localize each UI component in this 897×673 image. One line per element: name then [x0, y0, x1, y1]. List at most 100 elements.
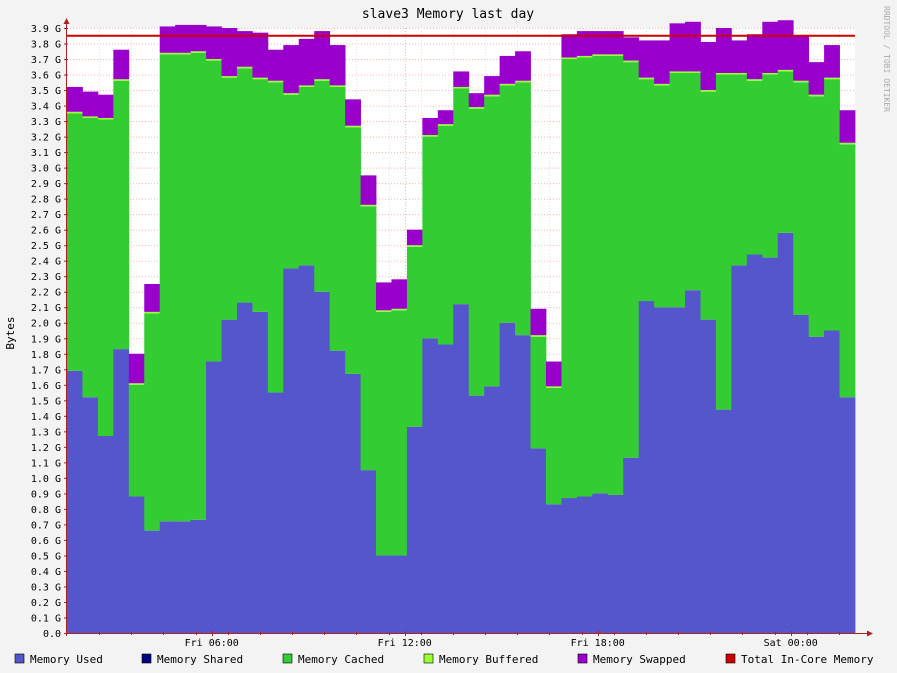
bar-swapped	[715, 28, 732, 73]
bar-cached	[376, 311, 392, 556]
bar-cached	[422, 136, 439, 339]
bar-cached	[731, 74, 748, 266]
watermark: RRDTOOL / TOBI OETIKER	[882, 6, 891, 112]
bar-swapped	[561, 34, 578, 58]
bar-cached	[715, 74, 732, 410]
y-tick-label: 1.7 G	[31, 365, 61, 376]
bar-buffered	[252, 77, 269, 80]
bar-used	[128, 496, 145, 633]
bar-cached	[484, 96, 501, 387]
bar-swapped	[437, 110, 454, 125]
bar-buffered	[206, 59, 222, 61]
bar-buffered	[329, 85, 346, 87]
bar-swapped	[685, 21, 701, 72]
bar-cached	[793, 82, 810, 315]
legend: Memory Used Memory Shared Memory Cached Mem…	[14, 653, 874, 666]
bar-used	[623, 457, 640, 633]
y-tick-label: 2.8 G	[31, 195, 61, 206]
bar-cached	[777, 71, 794, 233]
bar-used	[345, 373, 361, 633]
bar-buffered	[267, 80, 284, 83]
bar-cached	[515, 82, 531, 336]
bar-swapped	[283, 45, 300, 94]
bar-cached	[267, 82, 284, 393]
bar-buffered	[221, 76, 238, 78]
bar-swapped	[638, 40, 655, 78]
bar-used	[236, 302, 253, 633]
bar-buffered	[360, 204, 377, 207]
y-tick-label: 1.1 G	[31, 458, 61, 469]
y-tick-label: 1.6 G	[31, 381, 61, 392]
bar-buffered	[715, 72, 732, 75]
bar-swapped	[654, 40, 670, 84]
y-tick-label: 0.5 G	[31, 551, 61, 562]
bar-used	[113, 349, 130, 633]
bar-swapped	[267, 49, 284, 81]
y-tick-label: 2.0 G	[31, 319, 61, 330]
bar-used	[685, 290, 701, 633]
y-tick-label: 0.9 G	[31, 489, 61, 500]
y-tick-label: 2.9 G	[31, 179, 61, 190]
legend-label: Memory Cached	[298, 653, 384, 666]
bar-swapped	[206, 26, 222, 60]
bar-swapped	[777, 20, 794, 70]
bar-cached	[762, 74, 779, 258]
legend-label: Total In-Core Memory	[741, 653, 874, 666]
bar-cached	[530, 336, 547, 449]
bar-buffered	[669, 71, 686, 73]
x-tick-label: Fri 18:00	[571, 638, 625, 649]
bar-cached	[808, 96, 825, 337]
bar-cached	[159, 54, 176, 522]
bar-cached	[298, 86, 315, 266]
y-tick-label: 1.9 G	[31, 334, 61, 345]
bar-cached	[144, 313, 161, 531]
legend-label: Memory Swapped	[593, 653, 686, 666]
bar-buffered	[685, 71, 701, 73]
bar-buffered	[283, 93, 300, 95]
bar-used	[808, 336, 825, 633]
bar-used	[437, 344, 454, 633]
bar-buffered	[839, 142, 856, 145]
y-tick-label: 2.4 G	[31, 257, 61, 268]
bar-cached	[824, 79, 840, 331]
y-tick-label: 2.2 G	[31, 288, 61, 299]
bar-swapped	[576, 31, 593, 56]
bar-cached	[669, 72, 686, 308]
bar-used	[607, 494, 624, 633]
data-bars	[67, 20, 856, 634]
legend-label: Memory Used	[30, 653, 103, 666]
bar-swapped	[175, 24, 192, 53]
bar-cached	[283, 94, 300, 269]
bar-used	[391, 555, 408, 633]
y-tick-label: 1.3 G	[31, 427, 61, 438]
bar-used	[746, 254, 763, 634]
bar-used	[283, 268, 300, 633]
legend-swatch	[725, 653, 736, 664]
bar-swapped	[484, 76, 501, 95]
bar-cached	[839, 144, 856, 398]
bar-buffered	[190, 51, 207, 53]
bar-used	[592, 493, 609, 633]
bar-buffered	[700, 90, 717, 92]
bar-cached	[360, 206, 377, 471]
bar-cached	[128, 384, 145, 497]
bar-cached	[499, 85, 516, 323]
x-tick-label: Fri 06:00	[185, 638, 239, 649]
bar-cached	[329, 86, 346, 351]
legend-label: Memory Shared	[157, 653, 243, 666]
bar-used	[839, 397, 856, 633]
bar-used	[376, 555, 392, 633]
bar-used	[515, 335, 531, 633]
bar-cached	[82, 117, 99, 398]
bar-swapped	[159, 26, 176, 53]
bar-cached	[221, 77, 238, 320]
bar-used	[406, 426, 423, 633]
bar-cached	[97, 119, 114, 436]
bar-used	[824, 330, 840, 633]
bar-used	[175, 521, 192, 633]
bar-cached	[607, 55, 624, 495]
bar-cached	[453, 88, 470, 305]
y-tick-label: 0.1 G	[31, 613, 61, 624]
y-tick-label: 0.8 G	[31, 505, 61, 516]
